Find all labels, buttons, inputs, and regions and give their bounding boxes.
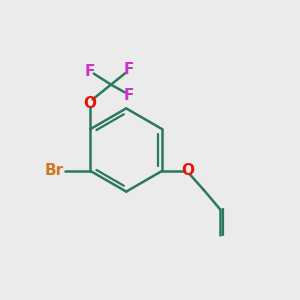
Text: O: O xyxy=(181,163,194,178)
Text: O: O xyxy=(84,96,97,111)
Text: F: F xyxy=(124,88,134,103)
Text: F: F xyxy=(124,62,134,77)
Text: F: F xyxy=(85,64,95,79)
Text: Br: Br xyxy=(44,163,63,178)
